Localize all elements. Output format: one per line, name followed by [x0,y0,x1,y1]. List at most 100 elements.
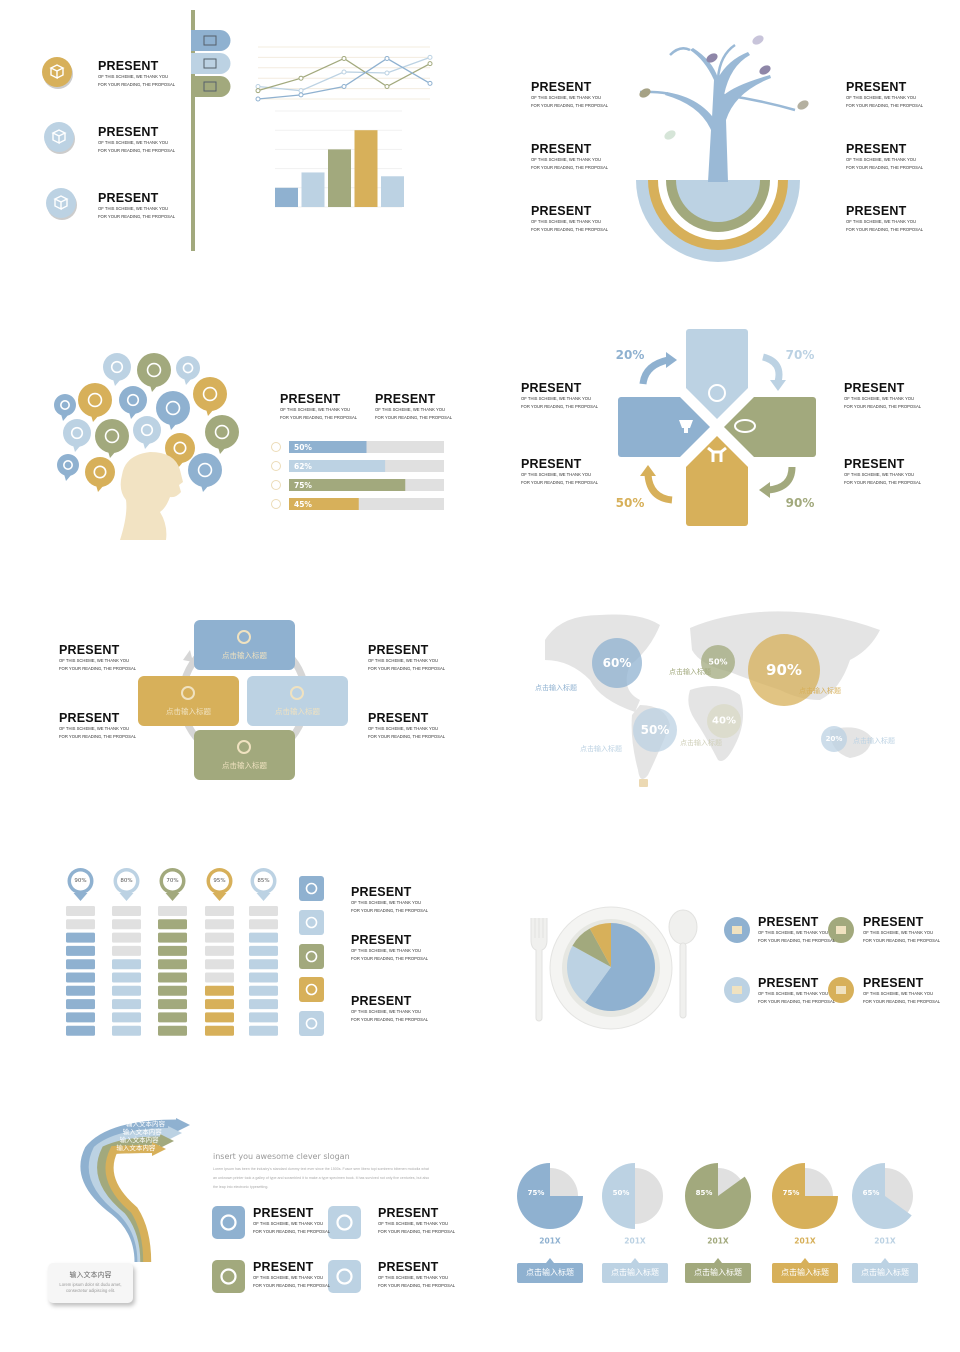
level-block [112,945,141,956]
map-region-title[interactable]: 点击输入标题 [853,737,895,745]
phone-icon [57,454,79,476]
perfume-icon [205,415,239,449]
info-box-text: Lorem ipsum dolor sit dudu amet, consect… [59,1282,122,1293]
button-caret [881,1258,889,1263]
map-region-title[interactable]: 点击输入标题 [580,745,622,753]
title-button[interactable]: 点击输入标题 [772,1263,838,1283]
shoe-icon [103,353,131,381]
block-line-1: OF THIS SCHEME, WE THANK YOU [98,140,169,145]
line-point [427,54,433,60]
cycle-arrow-head [183,650,193,662]
slogan-paragraph: Lorem Ipsum has been the industry's stan… [213,1167,430,1189]
button-caret [714,1258,722,1263]
block-line-1: OF THIS SCHEME, WE THANK YOU [253,1221,324,1226]
level-block [205,1012,234,1023]
cycle-box-title[interactable]: 点击输入标题 [166,707,211,716]
map-region-title[interactable]: 点击输入标题 [680,739,722,747]
target-icon [237,630,251,644]
clock-panel [686,329,748,419]
block-line-2: FOR YOUR READING, THE PROPOSAL [758,999,836,1004]
level-block [158,999,187,1010]
cycle-box[interactable] [194,730,295,780]
at-sign-icon [119,386,147,414]
cart-icon [176,356,200,380]
swirl-arrow-head [168,1126,182,1140]
map-region-title[interactable]: 点击输入标题 [535,684,577,692]
block-line-1: OF THIS SCHEME, WE THANK YOU [378,1221,449,1226]
title-button[interactable]: 点击输入标题 [685,1263,751,1283]
text-block: PRESENT OF THIS SCHEME, WE THANK YOU FOR Y… [846,205,923,234]
trophy-icon [679,420,693,433]
bird-icon [133,416,161,444]
clock-icon-tile [299,977,324,1002]
cycle-box-title[interactable]: 点击输入标题 [222,651,267,660]
text-block: PRESENT OF THIS SCHEME, WE THANK YOU FOR Y… [280,393,357,422]
block-line-2: FOR YOUR READING, THE PROPOSAL [863,999,941,1004]
eye-icon [734,419,756,433]
cycle-box[interactable] [194,620,295,670]
clock-icon [305,983,318,996]
swirl-label: 输入文本内容 [119,1136,159,1144]
progress-label: 75% [294,480,312,490]
cycle-box[interactable] [138,676,239,726]
level-block [66,1012,95,1023]
cycle-box[interactable] [247,676,348,726]
block-line-2: FOR YOUR READING, THE PROPOSAL [521,404,599,409]
block-line-2: FOR YOUR READING, THE PROPOSAL [368,734,446,739]
gear-icon-tile [328,1206,361,1239]
title-button[interactable]: 点击输入标题 [852,1263,918,1283]
cycle-box-title[interactable]: 点击输入标题 [275,707,320,716]
music-icon [63,419,91,447]
pin-inner [210,871,229,891]
map-region-title[interactable]: 点击输入标题 [799,687,841,695]
map-region-title[interactable]: 点击输入标题 [669,668,711,676]
bubble-glyph [87,392,103,408]
level-block [249,932,278,943]
button-caret [631,1258,639,1263]
block-line-1: OF THIS SCHEME, WE THANK YOU [844,472,915,477]
text-block: PRESENT OF THIS SCHEME, WE THANK YOU FOR Y… [351,934,428,963]
text-block: PRESENT OF THIS SCHEME, WE THANK YOU FOR Y… [521,458,598,487]
line-point [255,88,261,94]
block-line-2: FOR YOUR READING, THE PROPOSAL [59,734,137,739]
block-line-2: FOR YOUR READING, THE PROPOSAL [98,82,176,87]
text-block: PRESENT OF THIS SCHEME, WE THANK YOU FOR Y… [758,977,835,1006]
progress-label: 50% [294,442,312,452]
arrow-head [770,380,786,391]
block-heading: PRESENT [59,643,120,657]
level-block [205,972,234,983]
level-block [158,932,187,943]
block-line-2: FOR YOUR READING, THE PROPOSAL [863,938,941,943]
level-block [249,959,278,970]
level-block [249,945,278,956]
vertical-divider [191,10,195,251]
bubble-glyph [63,460,73,470]
cycle-box-title[interactable]: 点击输入标题 [222,761,267,770]
title-button[interactable]: 点击输入标题 [517,1263,583,1283]
pie-slice [685,1163,752,1229]
arrow-head [759,482,770,498]
block-line-2: FOR YOUR READING, THE PROPOSAL [378,1229,456,1234]
text-block: PRESENT OF THIS SCHEME, WE THANK YOU FOR Y… [846,81,923,110]
tree-leaf [752,35,764,45]
swirl-label: 输入文本内容 [126,1120,165,1128]
bubble-glyph [214,424,230,440]
line-point [427,80,433,86]
block-heading: PRESENT [844,381,905,395]
team-icon-tile [299,1011,324,1036]
icon-glyph [836,926,846,934]
bubble-glyph [173,441,187,455]
info-box: 输入文本内容 Lorem ipsum dolor sit dudu amet, c… [48,1263,133,1303]
line-point [384,55,390,61]
text-block: PRESENT OF THIS SCHEME, WE THANK YOU FOR Y… [758,916,835,945]
title-button[interactable]: 点击输入标题 [602,1263,668,1283]
button-caret [546,1258,554,1263]
team-icon-tile [212,1206,245,1239]
block-line-1: OF THIS SCHEME, WE THANK YOU [368,726,439,731]
block-line-1: OF THIS SCHEME, WE THANK YOU [280,407,351,412]
block-line-2: FOR YOUR READING, THE PROPOSAL [59,666,137,671]
block-heading: PRESENT [521,457,582,471]
tree-leaf [759,65,771,75]
camera-icon-tile [212,1260,245,1293]
